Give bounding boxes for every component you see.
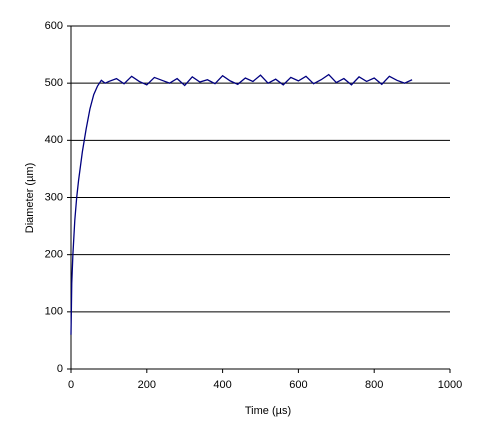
y-tick-label: 300 (45, 191, 63, 203)
data-line (70, 73, 413, 335)
y-tick-label: 600 (45, 20, 63, 32)
y-axis-title: Diameter (µm) (24, 163, 36, 234)
x-tick-label: 0 (68, 379, 74, 391)
y-tick-label: 500 (45, 77, 63, 89)
x-axis-title: Time (µs) (245, 405, 291, 417)
x-tick-label: 600 (289, 379, 307, 391)
y-tick-label: 0 (57, 363, 63, 375)
y-tick-label: 400 (45, 134, 63, 146)
x-tick-label: 400 (213, 379, 231, 391)
x-tick-label: 800 (365, 379, 383, 391)
x-tick-label: 1000 (438, 379, 462, 391)
x-tick-label: 200 (138, 379, 156, 391)
y-tick-label: 200 (45, 249, 63, 261)
y-tick-label: 100 (45, 306, 63, 318)
